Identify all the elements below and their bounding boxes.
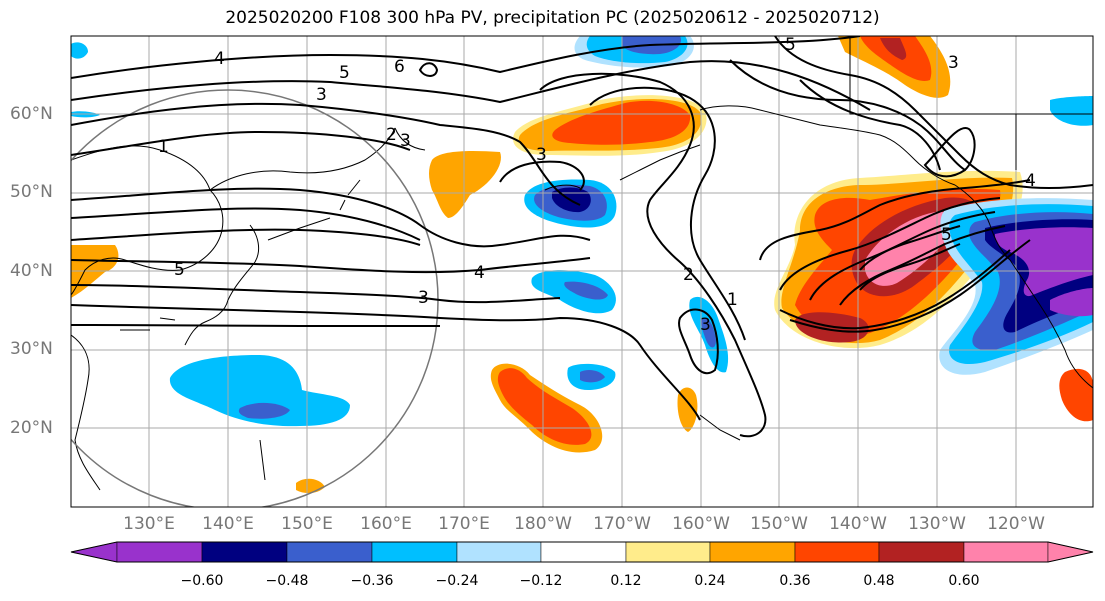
contour-label: 5: [941, 225, 952, 245]
contour-label: 4: [214, 49, 225, 69]
contour-label: 2: [386, 125, 397, 145]
colorbar-bin: [625, 541, 711, 563]
map-frame: [70, 35, 1094, 508]
contour-label: 4: [1025, 171, 1036, 191]
contour-label: 1: [158, 137, 169, 157]
lat-label: 40°N: [10, 261, 53, 281]
lat-label: 30°N: [10, 339, 53, 359]
contour-label: 5: [339, 63, 350, 83]
colorbar: [70, 541, 1094, 563]
contour-label: 5: [174, 260, 185, 280]
colorbar-bin: [456, 541, 542, 563]
precip-positive-area: [497, 368, 592, 445]
contour-label: 3: [700, 315, 711, 335]
contour-label: 5: [785, 35, 796, 55]
precip-negative-area: [564, 281, 608, 300]
lon-label: 160°W: [672, 514, 730, 534]
colorbar-bin: [116, 541, 203, 563]
precip-positive-area: [677, 387, 698, 432]
precip-negative-area: [1050, 288, 1093, 317]
lat-label: 50°N: [10, 182, 53, 202]
colorbar-bin: [286, 541, 373, 563]
contour-labels: 4 5 6 3 1 2 5 3 4 3 2 3 1 5 4 3 5 3: [158, 35, 1036, 335]
contour-label: 6: [394, 57, 405, 77]
lon-label: 170°E: [438, 514, 490, 534]
precip-positive-area: [429, 150, 501, 218]
contour-label: 3: [400, 131, 411, 151]
precip-positive-area: [552, 100, 691, 145]
lon-label: 120°W: [987, 514, 1045, 534]
colorbar-tick-label: −0.12: [519, 573, 563, 589]
colorbar-bin: [878, 541, 965, 563]
lon-label: 140°E: [202, 514, 254, 534]
contour-label: 3: [418, 288, 429, 308]
precip-negative-area: [169, 355, 350, 427]
lon-label: 130°W: [908, 514, 966, 534]
pv-contours: [71, 36, 1093, 438]
precip-negative-area: [580, 369, 605, 383]
lon-label: 180°W: [514, 514, 572, 534]
lon-label: 160°E: [360, 514, 412, 534]
colorbar-bin: [963, 541, 1049, 563]
contour-label: 3: [536, 145, 547, 165]
map-plot-area: 4 5 6 3 1 2 5 3 4 3 2 3 1 5 4 3 5 3: [71, 35, 1093, 507]
lon-label: 150°W: [750, 514, 808, 534]
precip-negative-area: [994, 227, 1093, 297]
colorbar-tick-label: 0.36: [779, 573, 811, 589]
precip-negative-area: [71, 42, 88, 59]
map-title: 2025020200 F108 300 hPa PV, precipitatio…: [225, 8, 880, 28]
colorbar-bin: [201, 541, 288, 563]
colorbar-tick-label: −0.48: [265, 573, 309, 589]
colorbar-tick-label: −0.24: [435, 573, 479, 589]
colorbar-bin: [371, 541, 458, 563]
colorbar-tick-label: 0.60: [948, 573, 980, 589]
contour-label: 2: [683, 265, 694, 285]
lat-label: 20°N: [10, 418, 53, 438]
contour-label: 3: [948, 53, 959, 73]
precip-negative-area: [1050, 96, 1093, 126]
contour-label: 3: [316, 85, 327, 105]
lon-label: 170°W: [593, 514, 651, 534]
colorbar-extend-high: [1047, 541, 1094, 563]
colorbar-tick-label: −0.36: [350, 573, 394, 589]
lon-label: 150°E: [281, 514, 333, 534]
precip-positive-area: [860, 36, 932, 81]
contour-label: 4: [474, 263, 485, 283]
precip-positive-area: [1059, 368, 1093, 422]
precip-negative-area: [238, 402, 290, 419]
colorbar-tick-label: 0.48: [863, 573, 895, 589]
colorbar-extend-low: [70, 541, 118, 563]
precip-negative-area: [701, 317, 716, 348]
colorbar-tick-label: 0.12: [610, 573, 642, 589]
lat-label: 60°N: [10, 104, 53, 124]
colorbar-bin: [540, 541, 627, 563]
contour-label: 1: [727, 290, 738, 310]
precip-positive-area: [880, 38, 907, 60]
lon-label: 140°W: [829, 514, 887, 534]
coastlines: [71, 36, 1093, 491]
colorbar-bin: [709, 541, 796, 563]
colorbar-tick-label: 0.24: [694, 573, 726, 589]
lon-label: 130°E: [123, 514, 175, 534]
colorbar-tick-label: −0.60: [180, 573, 224, 589]
colorbar-bin: [794, 541, 880, 563]
